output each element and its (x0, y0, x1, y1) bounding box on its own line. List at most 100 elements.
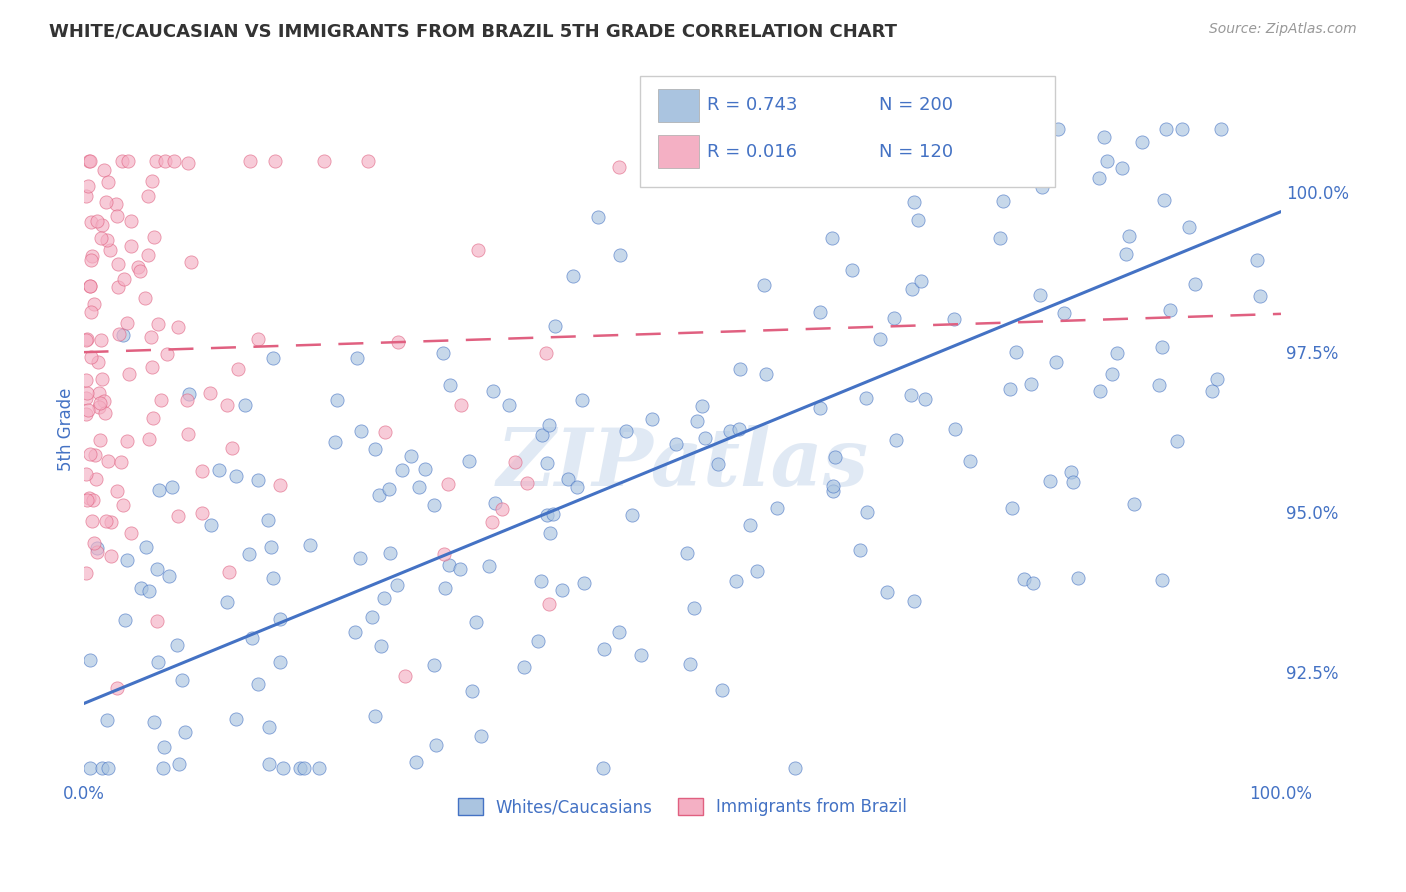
Point (434, 582, 457, 596)
Point (350, 425, 373, 439)
Point (607, 624, 630, 639)
Point (458, 454, 481, 468)
Point (614, 425, 637, 439)
Point (263, 153, 285, 168)
Point (75, 566, 97, 580)
Point (292, 760, 315, 774)
Point (439, 377, 461, 392)
Point (191, 507, 214, 521)
Point (174, 725, 197, 739)
Point (79, 760, 101, 774)
Point (481, 384, 503, 398)
Point (641, 411, 664, 425)
Point (89, 433, 111, 447)
Point (883, 310, 905, 325)
Point (461, 684, 484, 698)
Point (89, 400, 111, 414)
Point (225, 712, 247, 726)
Point (153, 739, 176, 754)
Point (91, 218, 114, 232)
Text: N = 120: N = 120 (879, 143, 953, 161)
Point (83, 535, 105, 549)
Point (84, 448, 107, 462)
Point (425, 738, 447, 752)
Point (357, 153, 380, 168)
Point (177, 155, 200, 169)
Point (1062, 475, 1084, 489)
Point (380, 546, 402, 560)
Point (1153, 194, 1175, 208)
Point (1249, 289, 1271, 303)
Point (115, 434, 138, 448)
Point (136, 248, 159, 262)
Point (550, 582, 572, 597)
Point (991, 194, 1014, 208)
Point (537, 597, 560, 611)
Point (1178, 219, 1201, 234)
Point (94, 195, 117, 210)
Point (1130, 136, 1153, 150)
Point (541, 507, 564, 521)
Point (82, 492, 104, 507)
Point (752, 277, 775, 292)
Point (1014, 572, 1036, 586)
Point (238, 547, 260, 561)
Point (467, 243, 489, 257)
Point (86, 545, 108, 559)
Point (141, 330, 163, 344)
Point (246, 677, 269, 691)
Point (385, 578, 408, 592)
Point (152, 760, 174, 774)
Point (1029, 288, 1052, 302)
Point (104, 196, 127, 211)
Point (679, 657, 702, 671)
Point (105, 681, 128, 695)
Point (97, 453, 120, 467)
Point (217, 398, 239, 412)
Point (536, 508, 558, 523)
Point (135, 540, 157, 554)
Point (808, 401, 831, 415)
Point (90, 760, 112, 774)
Point (262, 571, 284, 585)
Point (1047, 121, 1070, 136)
Point (399, 450, 422, 464)
Point (75, 373, 97, 387)
Text: Source: ZipAtlas.com: Source: ZipAtlas.com (1209, 22, 1357, 37)
Point (690, 399, 713, 413)
Point (939, 143, 962, 157)
Point (910, 274, 932, 288)
Text: R = 0.016: R = 0.016 (707, 143, 797, 161)
Point (120, 525, 142, 540)
Point (1045, 354, 1067, 368)
Point (727, 421, 749, 435)
Point (903, 194, 925, 209)
Point (530, 574, 553, 588)
Point (368, 488, 391, 502)
Point (1152, 340, 1174, 354)
Point (1066, 571, 1088, 585)
Point (166, 509, 188, 524)
Point (884, 433, 907, 447)
Point (437, 477, 460, 491)
Point (247, 333, 270, 347)
Point (138, 584, 160, 599)
Point (228, 362, 250, 376)
Point (423, 499, 446, 513)
Point (503, 455, 526, 469)
Point (1022, 575, 1045, 590)
Point (754, 367, 776, 381)
Point (118, 367, 141, 381)
Point (364, 442, 387, 456)
Point (326, 392, 349, 407)
Point (134, 291, 156, 305)
Point (90, 231, 112, 245)
Point (538, 417, 561, 432)
Point (93, 393, 115, 408)
Point (94, 514, 117, 528)
Point (76, 179, 98, 194)
Point (233, 398, 256, 412)
Text: N = 200: N = 200 (879, 96, 953, 114)
Text: WHITE/CAUCASIAN VS IMMIGRANTS FROM BRAZIL 5TH GRADE CORRELATION CHART: WHITE/CAUCASIAN VS IMMIGRANTS FROM BRAZI… (49, 22, 897, 40)
Point (1209, 121, 1232, 136)
